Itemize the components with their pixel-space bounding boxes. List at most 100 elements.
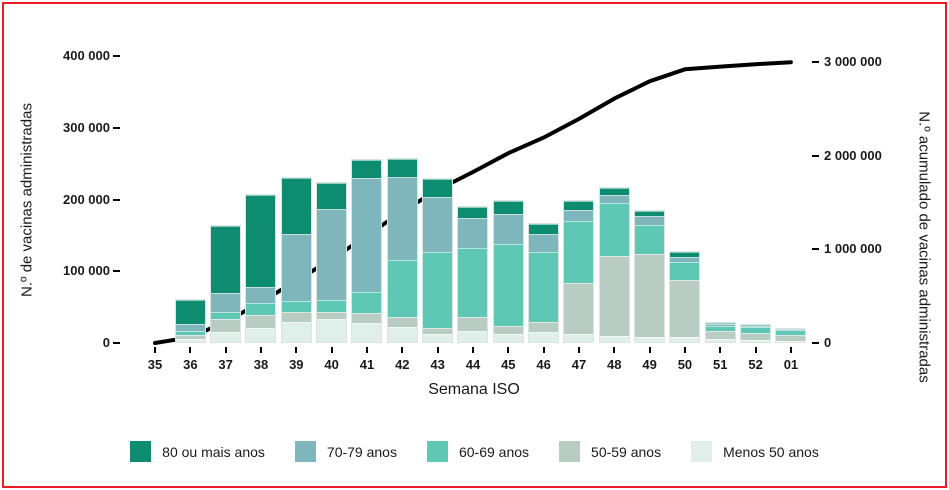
bar-segment-50-59-anos xyxy=(352,312,382,323)
legend-item-menos-50-anos: Menos 50 anos xyxy=(691,441,819,462)
bar-segment-50-59-anos xyxy=(246,315,276,328)
y-right-tick-mark xyxy=(812,248,819,251)
legend-item-70-79-anos: 70-79 anos xyxy=(294,441,397,462)
bar-segment-70-79-anos xyxy=(529,234,559,253)
legend-swatch-icon xyxy=(559,441,581,462)
y-left-tick-mark xyxy=(113,198,120,201)
y-left-tick-mark xyxy=(113,126,120,129)
bar-segment-70-79-anos xyxy=(705,324,735,326)
bar-segment-50-59-anos xyxy=(423,327,453,335)
bar-segment-80-ou-mais-anos xyxy=(352,160,382,179)
bar-segment-50-59-anos xyxy=(458,317,488,331)
x-tick-mark xyxy=(648,347,651,353)
bar-week-48 xyxy=(598,187,630,343)
bar-segment-50-59-anos xyxy=(599,255,629,336)
x-tick-mark xyxy=(577,347,580,353)
y-left-tick-mark xyxy=(113,270,120,273)
bar-segment-70-79-anos xyxy=(211,292,241,313)
bar-week-52 xyxy=(740,324,772,343)
x-tick-label-week-01: 01 xyxy=(783,357,799,372)
x-tick-mark xyxy=(154,347,156,353)
legend-label: Menos 50 anos xyxy=(723,443,819,460)
bar-segment-menos-50-anos xyxy=(458,330,488,342)
bar-segment-80-ou-mais-anos xyxy=(741,325,771,327)
bar-segment-50-59-anos xyxy=(387,317,417,328)
x-tick-mark xyxy=(754,347,757,353)
bar-segment-menos-50-anos xyxy=(352,322,382,343)
bar-segment-60-69-anos xyxy=(635,225,665,254)
bar-segment-50-59-anos xyxy=(529,322,559,333)
bar-segment-menos-50-anos xyxy=(211,332,241,342)
legend-label: 60-69 anos xyxy=(458,443,530,460)
bar-segment-50-59-anos xyxy=(175,335,205,340)
bar-segment-70-79-anos xyxy=(493,213,523,244)
x-tick-mark xyxy=(259,347,262,353)
x-tick-mark xyxy=(613,347,616,353)
y-left-tick-label: 0 xyxy=(102,335,110,350)
bar-segment-menos-50-anos xyxy=(529,332,559,342)
x-axis-title: Semana ISO xyxy=(428,381,520,398)
bar-segment-50-59-anos xyxy=(564,283,594,335)
x-tick-mark xyxy=(719,347,722,353)
bar-segment-menos-50-anos xyxy=(741,340,771,342)
x-tick-mark xyxy=(295,347,298,353)
y-left-tick-label: 100 000 xyxy=(63,263,110,279)
bar-segment-60-69-anos xyxy=(670,262,700,281)
bar-week-37 xyxy=(210,224,242,343)
bar-segment-menos-50-anos xyxy=(599,335,629,342)
x-tick-mark xyxy=(683,347,686,353)
bar-week-42 xyxy=(386,157,418,343)
bar-segment-70-79-anos xyxy=(175,324,205,331)
bar-week-47 xyxy=(563,200,595,343)
bar-segment-60-69-anos xyxy=(387,259,417,318)
bar-segment-60-69-anos xyxy=(705,325,735,331)
x-tick-label-week-42: 42 xyxy=(395,357,410,372)
bar-segment-80-ou-mais-anos xyxy=(705,323,735,325)
bar-segment-menos-50-anos xyxy=(246,327,276,342)
x-tick-label-week-36: 36 xyxy=(183,357,198,372)
y-left-tick-label: 300 000 xyxy=(63,119,110,135)
bar-segment-70-79-anos xyxy=(423,197,453,252)
y-right-tick-mark xyxy=(812,61,819,63)
bar-segment-menos-50-anos xyxy=(670,337,700,342)
bar-segment-70-79-anos xyxy=(741,326,771,328)
bar-week-49 xyxy=(634,210,666,343)
bar-segment-60-69-anos xyxy=(741,327,771,333)
bar-week-50 xyxy=(669,251,701,343)
bar-segment-70-79-anos xyxy=(458,218,488,248)
legend-item-80-ou-mais-anos: 80 ou mais anos xyxy=(130,441,265,462)
bar-segment-menos-50-anos xyxy=(493,334,523,342)
bar-segment-80-ou-mais-anos xyxy=(564,201,594,210)
bar-segment-50-59-anos xyxy=(317,311,347,319)
bar-segment-80-ou-mais-anos xyxy=(175,300,205,325)
legend-swatch-icon xyxy=(691,441,713,462)
bar-segment-50-59-anos xyxy=(670,280,700,338)
y-left-tick-label: 200 000 xyxy=(63,191,110,207)
bar-segment-60-69-anos xyxy=(493,243,523,326)
bar-segment-60-69-anos xyxy=(776,329,806,335)
bar-week-41 xyxy=(351,159,383,343)
bar-segment-80-ou-mais-anos xyxy=(458,206,488,219)
bar-segment-60-69-anos xyxy=(211,312,241,319)
y-right-tick-label: 1 000 000 xyxy=(824,241,882,257)
bar-segment-60-69-anos xyxy=(564,221,594,284)
y-left-tick-mark xyxy=(113,342,120,344)
legend-swatch-icon xyxy=(426,441,448,462)
bar-week-01 xyxy=(775,327,807,343)
bar-segment-70-79-anos xyxy=(352,178,382,292)
legend-label: 70-79 anos xyxy=(326,443,397,460)
x-tick-label-week-40: 40 xyxy=(324,357,339,372)
x-tick-mark xyxy=(507,347,510,353)
bar-segment-70-79-anos xyxy=(564,209,594,222)
x-tick-label-week-39: 39 xyxy=(289,357,304,372)
bar-week-45 xyxy=(492,199,524,343)
x-tick-label-week-47: 47 xyxy=(571,357,587,372)
bar-segment-60-69-anos xyxy=(317,300,347,312)
x-tick-label-week-50: 50 xyxy=(677,357,693,372)
bar-segment-80-ou-mais-anos xyxy=(387,158,417,178)
y-right-tick-label: 2 000 000 xyxy=(824,147,882,163)
bar-week-51 xyxy=(704,322,736,343)
legend-label: 80 ou mais anos xyxy=(162,443,265,460)
bar-segment-70-79-anos xyxy=(281,233,311,301)
y-left-tick-mark xyxy=(113,55,120,57)
